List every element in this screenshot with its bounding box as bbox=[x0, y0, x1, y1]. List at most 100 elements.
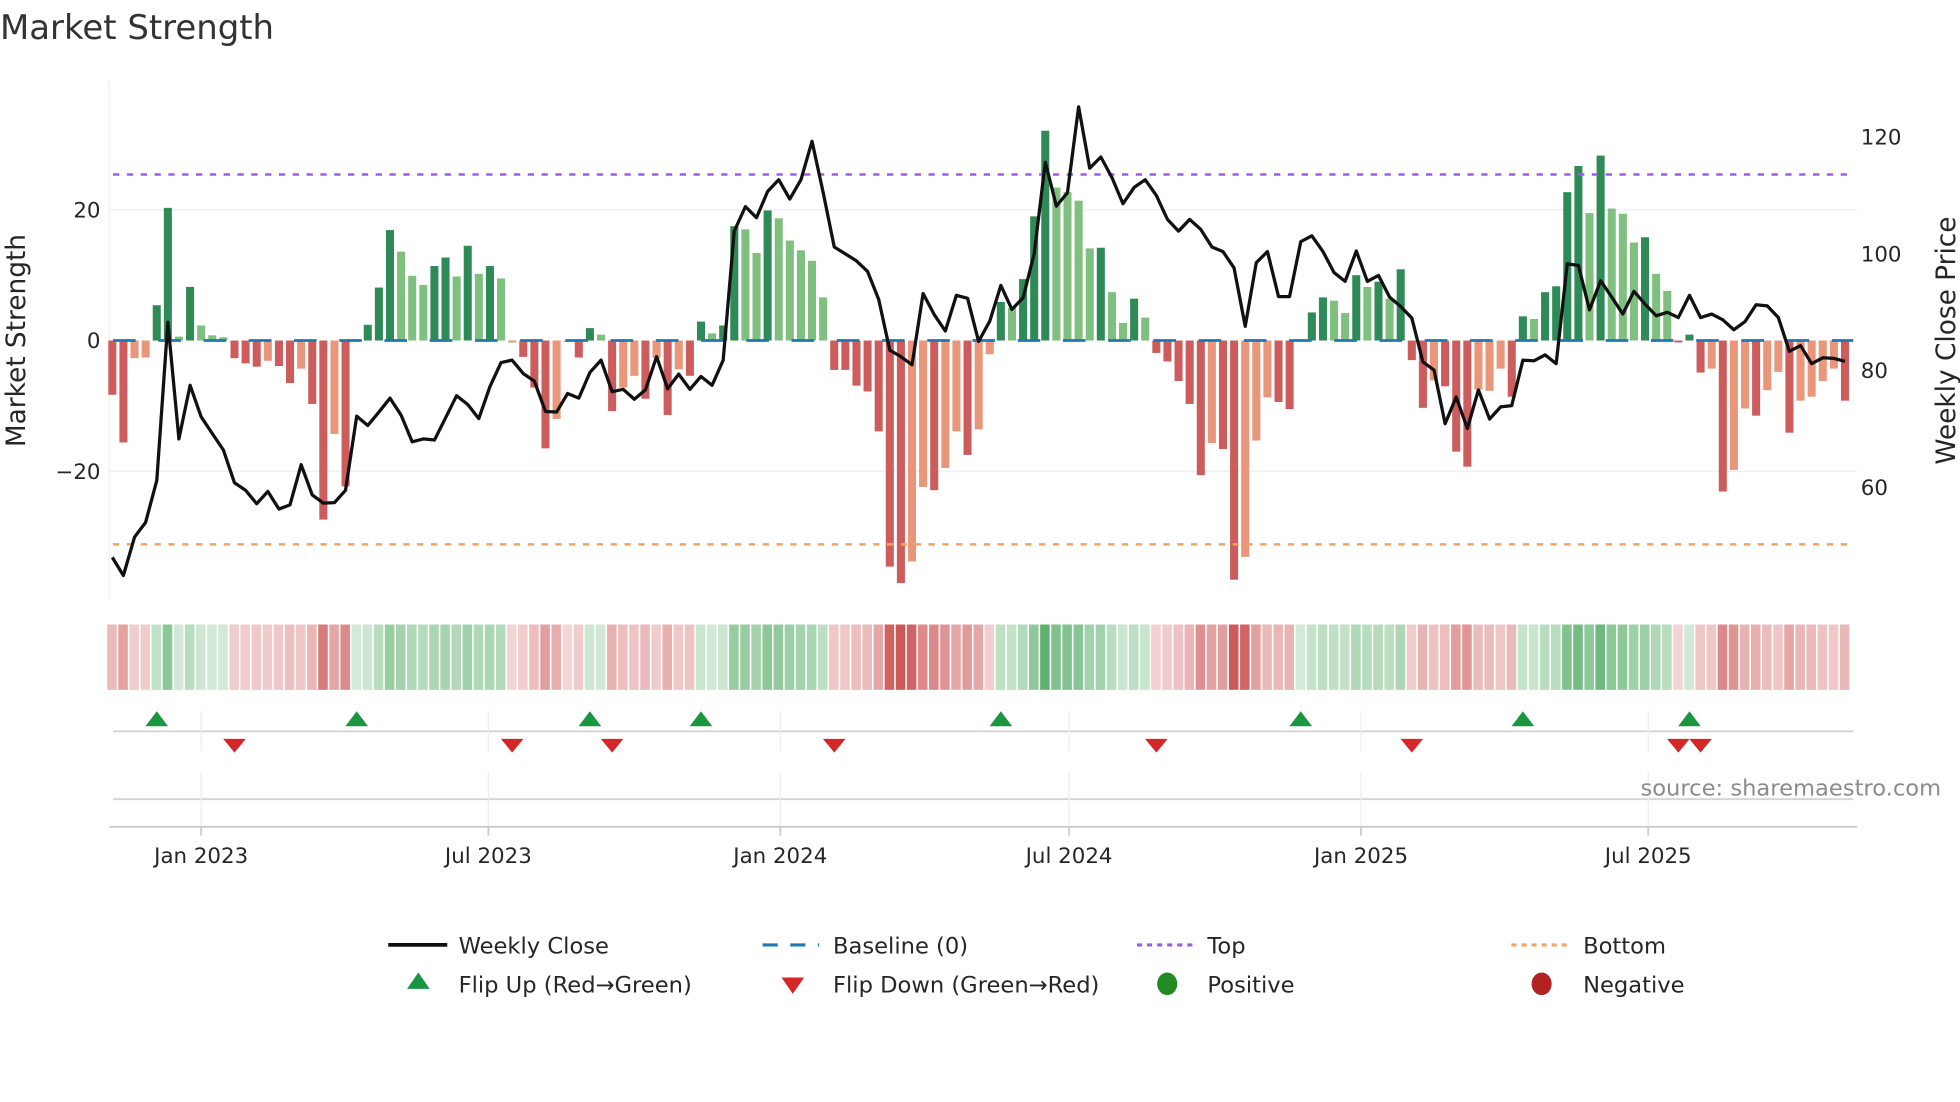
negative-bar bbox=[1829, 340, 1838, 369]
strip-cell bbox=[295, 624, 306, 690]
positive-bar bbox=[1685, 334, 1694, 341]
negative-bar bbox=[896, 340, 905, 583]
strip-cell bbox=[1628, 624, 1639, 690]
strip-cell bbox=[1006, 624, 1017, 690]
negative-bar bbox=[863, 340, 872, 392]
strip-cell bbox=[1217, 624, 1228, 690]
positive-bar bbox=[497, 278, 506, 341]
legend-top: Top bbox=[1206, 934, 1245, 960]
strip-cell bbox=[573, 624, 584, 690]
strip-cell bbox=[895, 624, 906, 690]
strip-cell bbox=[1606, 624, 1617, 690]
positive-bar bbox=[152, 305, 161, 341]
strip-cell bbox=[851, 624, 861, 690]
positive-bar bbox=[485, 266, 494, 341]
negative-bar bbox=[263, 340, 272, 361]
strip-cell bbox=[1284, 624, 1295, 690]
strip-cell bbox=[229, 624, 239, 690]
strip-cell bbox=[1428, 624, 1439, 690]
positive-bar bbox=[1052, 187, 1061, 341]
strip-cell bbox=[351, 624, 362, 690]
strip-cell bbox=[662, 624, 673, 690]
strip-cell bbox=[1106, 624, 1117, 690]
strip-cell bbox=[640, 624, 650, 690]
strip-cell bbox=[240, 624, 251, 690]
negative-bar bbox=[1463, 340, 1472, 467]
negative-bar bbox=[874, 340, 883, 432]
positive-bar bbox=[1652, 273, 1661, 341]
positive-bar bbox=[719, 325, 728, 341]
negative-bar bbox=[1407, 340, 1416, 361]
negative-bar bbox=[519, 340, 528, 357]
negative-bar bbox=[1707, 340, 1716, 369]
strength-bars bbox=[108, 130, 1849, 583]
strip-cell bbox=[951, 624, 961, 690]
strip-cell bbox=[551, 624, 561, 690]
positive-bar bbox=[441, 257, 450, 341]
positive-bar bbox=[174, 336, 183, 341]
strip-cell bbox=[1539, 624, 1550, 690]
y-tick-label: 20 bbox=[73, 198, 100, 223]
positive-bar bbox=[1596, 155, 1605, 341]
negative-bar bbox=[297, 340, 306, 369]
positive-bar bbox=[1107, 292, 1116, 341]
strip-cell bbox=[1506, 624, 1517, 690]
strip-cell bbox=[795, 624, 806, 690]
x-tick-label: Jan 2023 bbox=[152, 844, 248, 869]
strip-cell bbox=[1517, 624, 1528, 690]
flip-down-marker bbox=[500, 738, 524, 753]
strip-cell bbox=[1562, 624, 1572, 690]
flip-up-marker bbox=[345, 711, 368, 727]
strip-cell bbox=[284, 624, 295, 690]
strip-cell bbox=[884, 624, 895, 690]
legend-flip-up-icon bbox=[407, 972, 430, 989]
strip-cell bbox=[462, 624, 473, 690]
strip-cell bbox=[729, 624, 739, 690]
strip-cell bbox=[1806, 624, 1817, 690]
strip-cell bbox=[1573, 624, 1583, 690]
negative-bar bbox=[1163, 340, 1172, 362]
strip-cell bbox=[1839, 624, 1850, 690]
legend-baseline: Baseline (0) bbox=[833, 934, 968, 960]
strip-cell bbox=[862, 624, 872, 690]
positive-bar bbox=[752, 252, 761, 341]
strip-cell bbox=[273, 624, 284, 690]
flip-up-marker bbox=[989, 711, 1013, 727]
legend-negative: Negative bbox=[1583, 973, 1684, 999]
negative-bar bbox=[319, 340, 328, 520]
negative-bar bbox=[830, 340, 839, 370]
positive-bar bbox=[1641, 237, 1650, 341]
strip-cell bbox=[1773, 624, 1783, 690]
strip-cell bbox=[740, 624, 750, 690]
flip-up-marker bbox=[1511, 711, 1535, 727]
strip-cell bbox=[1706, 624, 1717, 690]
strip-cell bbox=[606, 624, 617, 690]
strip-cell bbox=[1828, 624, 1839, 690]
flip-down-marker bbox=[1400, 738, 1424, 753]
strip-cell bbox=[1451, 624, 1461, 690]
strip-cell bbox=[151, 624, 162, 690]
negative-bar bbox=[652, 340, 661, 359]
negative-bar bbox=[1840, 340, 1849, 401]
strip-cell bbox=[318, 624, 328, 690]
strip-cell bbox=[1340, 624, 1350, 690]
strip-cell bbox=[1195, 624, 1206, 690]
strip-cell bbox=[1473, 624, 1483, 690]
negative-bar bbox=[641, 340, 650, 399]
strip-cell bbox=[1228, 624, 1239, 690]
strip-cell bbox=[751, 624, 761, 690]
strip-cell bbox=[1273, 624, 1283, 690]
negative-bar bbox=[1818, 340, 1827, 382]
positive-bar bbox=[385, 230, 395, 341]
strip-cell bbox=[1584, 624, 1594, 690]
positive-bar bbox=[585, 328, 594, 341]
negative-bar bbox=[552, 340, 561, 419]
negative-bar bbox=[674, 340, 683, 370]
strip-cell bbox=[1795, 624, 1805, 690]
strip-cell bbox=[307, 624, 317, 690]
strip-cell bbox=[440, 624, 450, 690]
negative-bar bbox=[907, 340, 917, 562]
strip-cell bbox=[1695, 624, 1705, 690]
positive-bar bbox=[408, 275, 417, 341]
negative-bar bbox=[1174, 340, 1183, 382]
